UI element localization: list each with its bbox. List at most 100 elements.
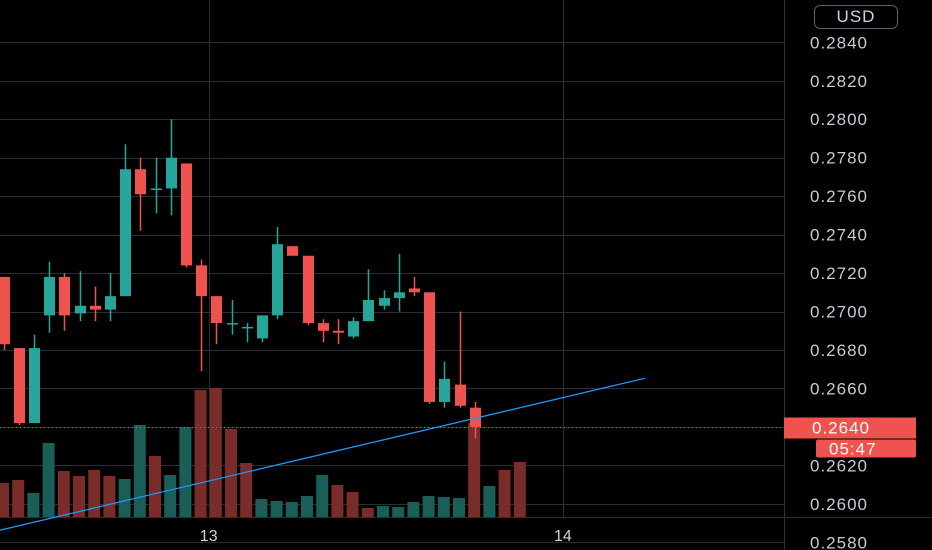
price-tick-label: 0.2760 [810, 187, 868, 206]
candle-body [75, 305, 86, 314]
volume-bar [42, 443, 55, 517]
volume-bar [12, 480, 25, 517]
volume-bar [377, 506, 389, 517]
candle [379, 290, 390, 310]
price-tick-label: 0.2580 [810, 533, 868, 550]
volume-bar [118, 479, 131, 517]
candle [394, 253, 405, 312]
volume-bar [301, 496, 313, 517]
countdown-badge [816, 439, 916, 458]
trendline-segment [0, 377, 646, 531]
price-tick-label: 0.2840 [810, 33, 868, 52]
candle-body [257, 315, 268, 339]
price-axis[interactable]: 0.2580 0.2600 0.2620 0.2660 0.2680 0.2700 0.27… [810, 33, 868, 550]
volume-bar [209, 388, 222, 517]
candle-body [455, 384, 466, 406]
candle-body [196, 265, 207, 297]
volume-bar [0, 483, 9, 517]
candle-body [424, 292, 435, 402]
candle [135, 157, 146, 231]
volume-bar [316, 475, 329, 517]
volume-bar [103, 476, 116, 517]
volume-bar [483, 486, 496, 517]
candle-body [287, 246, 298, 256]
time-axis[interactable]: 13 14 [200, 528, 572, 545]
candle-body [0, 276, 10, 345]
candle-body [44, 276, 55, 316]
candle [333, 319, 344, 345]
volume-bar [453, 498, 465, 517]
candle [318, 319, 329, 343]
candle [287, 246, 298, 256]
price-tick-label: 0.2820 [810, 72, 868, 91]
candle [166, 119, 177, 216]
candle-body [181, 163, 192, 266]
volume-bar [468, 423, 481, 517]
candle-body [394, 292, 405, 299]
volume-bar [225, 429, 237, 517]
candle [59, 273, 70, 331]
time-tick-label: 14 [554, 528, 572, 545]
candle [196, 259, 207, 372]
candle-body [14, 348, 25, 424]
trendline[interactable] [0, 377, 646, 533]
candle [120, 144, 131, 297]
last-price-badge [784, 417, 916, 439]
candle [90, 286, 101, 322]
candle [470, 401, 481, 439]
volume-bar [407, 502, 420, 517]
volume-bar [179, 427, 192, 517]
last-price-label: 0.2640 [812, 419, 870, 438]
candle [181, 163, 192, 268]
candle-body [439, 378, 450, 402]
candle-body [166, 157, 177, 189]
candle-body [272, 244, 283, 316]
candle-body [348, 321, 359, 337]
candle-body [135, 169, 146, 195]
candle-body [211, 296, 222, 324]
volume-bar [27, 493, 40, 517]
candle [211, 296, 222, 345]
price-tick-label: 0.2740 [810, 226, 868, 245]
candle [455, 311, 466, 408]
price-badges: 0.2640 05:47 [784, 417, 916, 459]
candle [44, 261, 55, 333]
price-tick-label: 0.2660 [810, 379, 868, 398]
candle-body [120, 169, 131, 297]
volume-bar [422, 496, 435, 517]
candle-body [151, 188, 162, 190]
candle [14, 348, 25, 425]
candle [439, 361, 450, 408]
candle-body [363, 300, 374, 322]
volume-bar [57, 471, 70, 517]
volume-bar [255, 499, 268, 517]
volume-bar [331, 485, 344, 517]
volume-bar [88, 470, 101, 517]
volume-bar [498, 470, 511, 517]
candle-body [379, 298, 390, 306]
candle [227, 300, 238, 335]
candle [0, 276, 10, 350]
candle-body [227, 323, 238, 325]
candle [348, 317, 359, 339]
candle [242, 323, 253, 343]
volume-bar [149, 456, 161, 517]
currency-button[interactable]: USD [814, 5, 898, 29]
candle [303, 255, 314, 325]
candle-body [29, 348, 40, 424]
candle [272, 226, 283, 320]
volume-bar [513, 462, 526, 517]
price-tick-label: 0.2800 [810, 110, 868, 129]
volume-bar [73, 476, 85, 517]
candle [151, 157, 162, 214]
candle-body [409, 288, 420, 293]
candle [105, 273, 116, 322]
volume-bars [0, 388, 526, 517]
volume-bar [240, 463, 253, 517]
volume-bar [133, 425, 146, 517]
candle-body [303, 255, 314, 324]
candle-body [90, 305, 101, 310]
candle-body [105, 296, 116, 310]
candle-body [59, 276, 70, 316]
